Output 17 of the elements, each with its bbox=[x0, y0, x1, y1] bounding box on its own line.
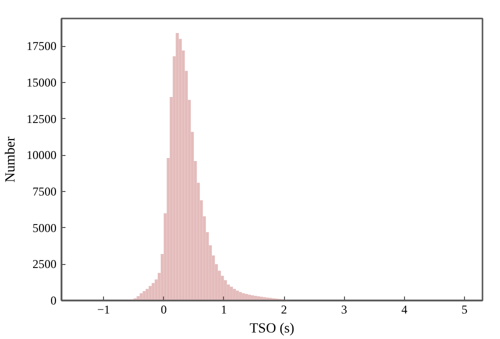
y-tick-label: 12500 bbox=[26, 112, 56, 126]
x-tick-label: 2 bbox=[281, 302, 288, 316]
x-tick-label: 1 bbox=[220, 302, 227, 316]
y-tick-label: 5000 bbox=[32, 220, 56, 235]
x-axis-title: TSO (s) bbox=[250, 322, 295, 336]
x-tick-label: 0 bbox=[160, 302, 167, 316]
y-tick-label: 15000 bbox=[26, 75, 56, 90]
y-tick-label: 0 bbox=[50, 294, 56, 308]
y-axis-title: Number bbox=[4, 136, 18, 182]
y-tick-label: 7500 bbox=[32, 184, 56, 198]
x-tick-label: −1 bbox=[97, 302, 110, 316]
x-tick-label: 5 bbox=[461, 302, 468, 316]
y-tick-label: 10000 bbox=[26, 148, 56, 162]
y-tick-label: 17500 bbox=[26, 39, 56, 54]
x-tick-label: 3 bbox=[341, 302, 348, 316]
x-tick-label: 4 bbox=[401, 302, 408, 316]
y-tick-label: 2500 bbox=[32, 257, 56, 272]
